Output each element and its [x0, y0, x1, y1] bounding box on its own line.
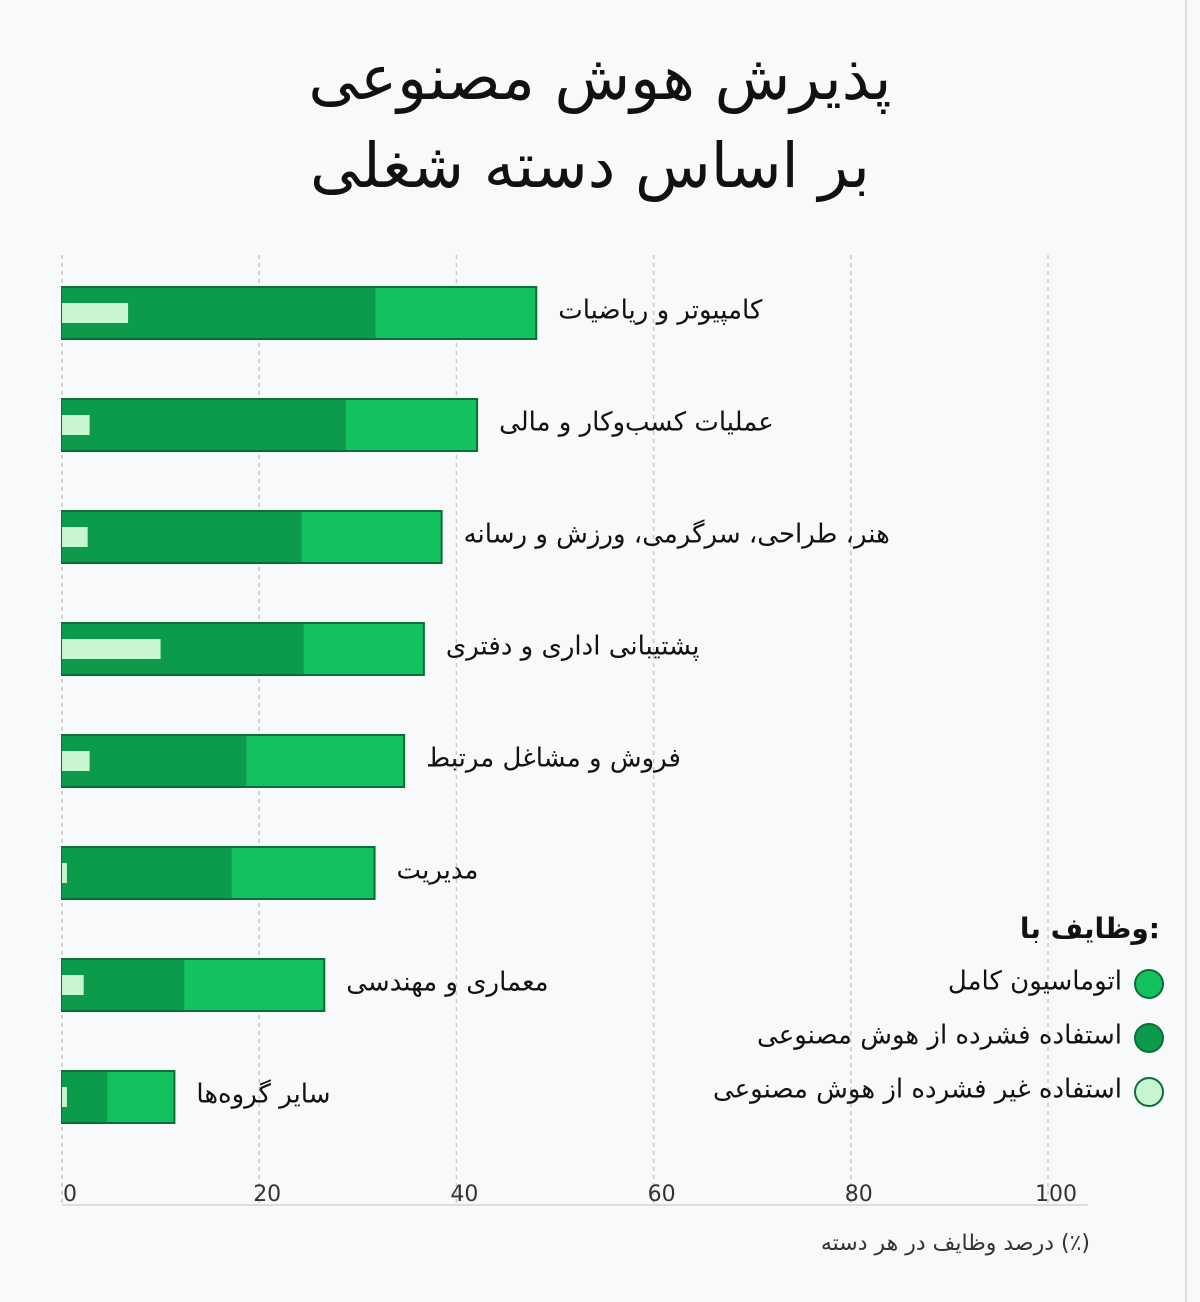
x-tick-label: 60: [648, 1182, 676, 1207]
bar-segment: [62, 1087, 67, 1107]
x-tick-label: 100: [1035, 1182, 1077, 1207]
x-tick-label: 0: [63, 1182, 77, 1207]
legend-label: استفاده فشرده از هوش مصنوعی: [757, 1021, 1122, 1051]
bar-segment: [62, 527, 88, 547]
bar-segment: [62, 1072, 108, 1122]
bar-segment: [62, 400, 346, 450]
category-label: مدیریت: [397, 856, 479, 886]
bar-segment: [62, 736, 247, 786]
category-label: معماری و مهندسی: [346, 968, 548, 998]
legend-label: استفاده غیر فشرده از هوش مصنوعی: [713, 1075, 1122, 1105]
x-tick-label: 80: [845, 1182, 873, 1207]
x-axis-label: درصد وظایف در هر دسته (٪): [821, 1231, 1090, 1256]
bar-segment: [62, 512, 302, 562]
bar-segment: [62, 848, 232, 898]
x-tick-label: 20: [253, 1182, 281, 1207]
bar-segment: [62, 415, 90, 435]
category-label: عملیات کسب‌وکار و مالی: [499, 408, 774, 438]
category-label: هنر، طراحی، سرگرمی، ورزش و رسانه: [464, 519, 890, 550]
bar-segment: [62, 751, 90, 771]
bar-segment: [62, 639, 161, 659]
bar-segment: [62, 303, 129, 323]
chart-title: بر اساس دسته شغلی: [310, 129, 870, 202]
legend-label: اتوماسیون کامل: [948, 967, 1122, 997]
legend-swatch: [1134, 1077, 1164, 1107]
category-label: سایر گروه‌ها: [196, 1079, 330, 1110]
bar-segment: [62, 975, 84, 995]
legend-swatch: [1134, 1023, 1164, 1053]
category-label: پشتیبانی اداری و دفتری: [446, 632, 700, 662]
legend-title: وظایف با:: [1020, 912, 1160, 945]
legend-swatch: [1134, 969, 1164, 999]
bar-segment: [62, 863, 67, 883]
chart-title: پذیرش هوش مصنوعی: [308, 41, 891, 114]
category-label: فروش و مشاغل مرتبط: [426, 744, 681, 774]
x-tick-label: 40: [450, 1182, 478, 1207]
category-label: کامپیوتر و ریاضیات: [558, 296, 763, 326]
